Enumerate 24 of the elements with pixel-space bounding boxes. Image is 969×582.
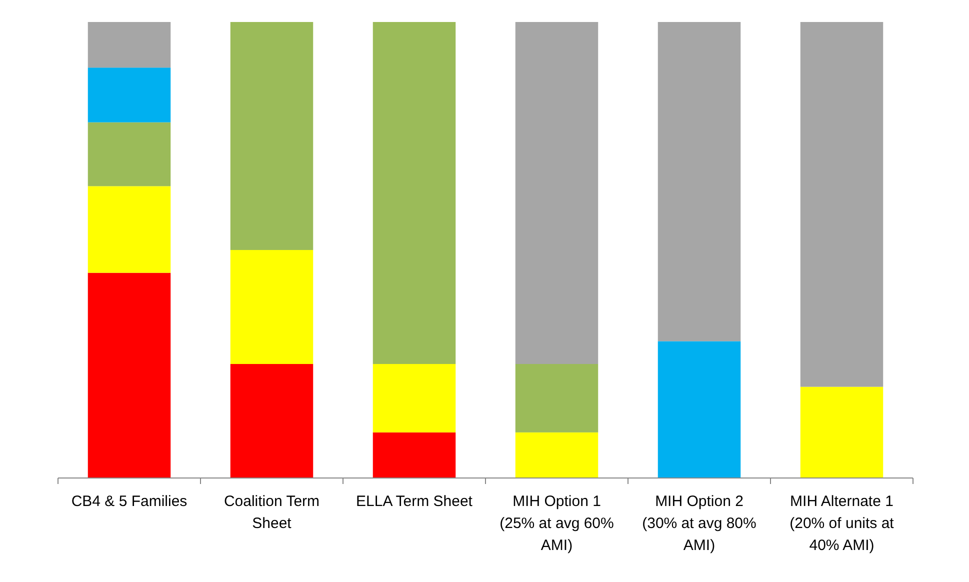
x-tick-label: MIH Option 2 (30% at avg 80% AMI)	[642, 493, 756, 554]
bar	[658, 22, 741, 342]
bar	[230, 364, 314, 478]
bar	[88, 68, 171, 122]
bar	[88, 272, 171, 478]
bar	[88, 186, 171, 273]
bar	[800, 22, 884, 387]
x-tick-label: MIH Alternate 1 (20% of units at 40% AMI)	[790, 493, 895, 554]
bar	[372, 364, 456, 432]
bar	[515, 432, 598, 478]
bar	[800, 386, 884, 478]
bar	[88, 122, 171, 186]
bar	[230, 22, 314, 250]
bar	[658, 341, 741, 478]
bar	[515, 22, 598, 364]
x-tick-label: ELLA Term Sheet	[356, 493, 474, 510]
bar	[88, 22, 171, 68]
x-tick-label: CB4 & 5 Families	[71, 493, 188, 510]
bar	[372, 22, 456, 364]
bar	[230, 250, 314, 364]
bar	[372, 432, 456, 478]
bar	[515, 364, 598, 432]
x-tick-label: Coalition Term Sheet	[224, 493, 320, 532]
x-tick-label: MIH Option 1 (25% at avg 60% AMI)	[500, 493, 614, 554]
